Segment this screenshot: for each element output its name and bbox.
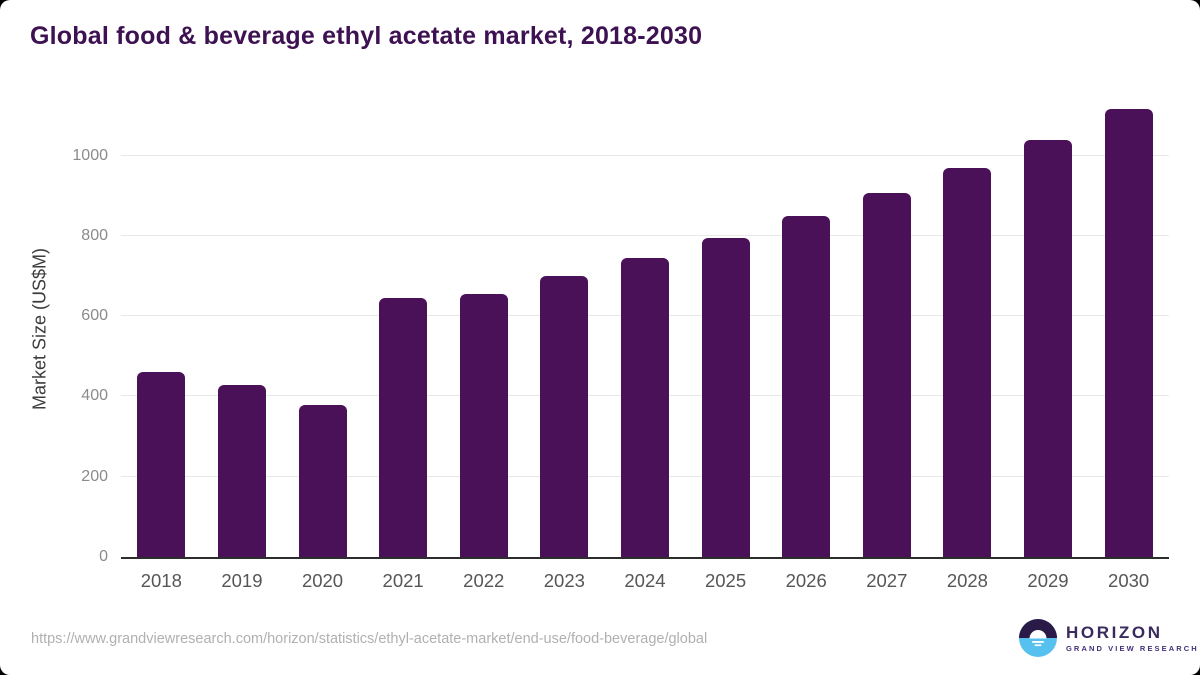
bar-slot-2020 bbox=[282, 99, 363, 557]
chart-title: Global food & beverage ethyl acetate mar… bbox=[30, 22, 703, 50]
y-tick-1000: 1000 bbox=[72, 146, 108, 164]
bar-2030[interactable] bbox=[1104, 108, 1153, 557]
y-tick-0: 0 bbox=[99, 548, 108, 565]
x-label-2023: 2023 bbox=[543, 570, 585, 591]
bar-2018[interactable] bbox=[137, 372, 186, 557]
y-tick-600: 600 bbox=[81, 307, 108, 325]
brand-logo: HORIZON GRAND VIEW RESEARCH bbox=[1019, 619, 1199, 657]
gridline-800 bbox=[121, 234, 1169, 236]
y-axis-ticks: 0 200 400 600 800 1000 bbox=[0, 99, 108, 565]
bar-2029[interactable] bbox=[1024, 139, 1072, 557]
y-tick-800: 800 bbox=[81, 226, 108, 244]
x-axis-labels: 2018 2019 2020 2021 2022 2023 2024 2025 2026 2027… bbox=[121, 570, 1169, 592]
bar-slot-2019 bbox=[202, 99, 283, 557]
bar-2023[interactable] bbox=[540, 276, 589, 557]
bar-2022[interactable] bbox=[459, 294, 508, 557]
x-label-2030: 2030 bbox=[1108, 570, 1150, 591]
brand-subtitle: GRAND VIEW RESEARCH bbox=[1066, 643, 1199, 653]
y-tick-200: 200 bbox=[81, 467, 108, 485]
bar-2020[interactable] bbox=[298, 404, 347, 557]
y-tick-400: 400 bbox=[81, 387, 108, 405]
x-label-2018: 2018 bbox=[140, 570, 182, 591]
bar-slot-2026 bbox=[766, 99, 847, 557]
bar-slot-2027 bbox=[846, 99, 927, 557]
bar-slot-2030 bbox=[1088, 99, 1169, 557]
bar-2019[interactable] bbox=[217, 385, 266, 557]
x-label-2028: 2028 bbox=[946, 570, 988, 591]
source-url: https://www.grandviewresearch.com/horizo… bbox=[31, 631, 708, 647]
brand-name: HORIZON bbox=[1066, 622, 1163, 642]
bar-slot-2029 bbox=[1008, 99, 1089, 557]
bar-slot-2018 bbox=[121, 99, 202, 557]
bar-slot-2022 bbox=[443, 99, 524, 557]
bar-slot-2021 bbox=[363, 99, 444, 557]
gridline-1000 bbox=[121, 154, 1169, 156]
bar-2021[interactable] bbox=[379, 298, 428, 557]
bar-slot-2028 bbox=[927, 99, 1008, 557]
plot-area bbox=[121, 99, 1169, 559]
x-label-2027: 2027 bbox=[866, 570, 908, 591]
bars bbox=[121, 99, 1169, 557]
x-label-2026: 2026 bbox=[785, 570, 827, 591]
x-label-2022: 2022 bbox=[463, 570, 505, 591]
brand-logo-text: HORIZON GRAND VIEW RESEARCH bbox=[1066, 624, 1199, 653]
bar-2028[interactable] bbox=[943, 167, 992, 557]
bar-2027[interactable] bbox=[862, 192, 911, 557]
x-label-2024: 2024 bbox=[624, 570, 666, 591]
bar-2026[interactable] bbox=[782, 215, 831, 557]
bar-slot-2023 bbox=[524, 99, 605, 557]
horizon-logo-icon bbox=[1019, 619, 1057, 657]
x-label-2021: 2021 bbox=[382, 570, 424, 591]
x-label-2029: 2029 bbox=[1027, 570, 1069, 591]
x-label-2020: 2020 bbox=[301, 570, 344, 591]
bar-2025[interactable] bbox=[701, 237, 750, 557]
bar-slot-2025 bbox=[685, 99, 766, 557]
bar-2024[interactable] bbox=[620, 258, 669, 557]
bar-slot-2024 bbox=[605, 99, 686, 557]
x-label-2025: 2025 bbox=[704, 570, 747, 591]
x-label-2019: 2019 bbox=[221, 570, 263, 591]
